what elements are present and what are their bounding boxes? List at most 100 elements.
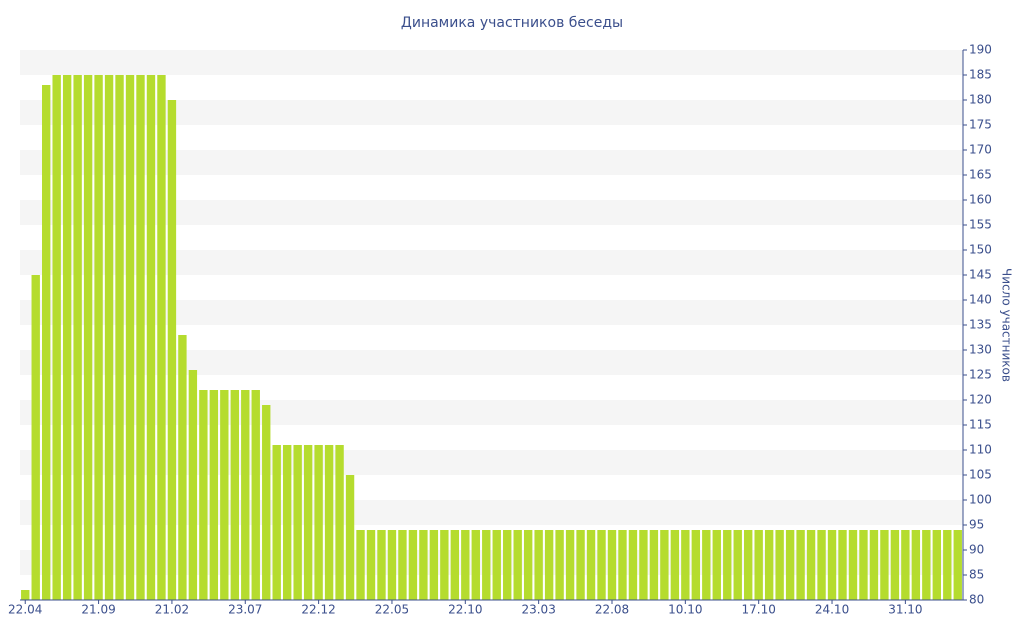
chart-title: Динамика участников беседы [401,15,623,31]
bar [73,75,82,600]
grid-band [20,550,963,575]
bar [272,445,281,600]
y-tick-label: 105 [969,468,992,482]
bar [125,75,135,600]
y-tick-label: 145 [969,268,992,282]
bar [649,530,659,600]
bar [503,530,512,600]
bar [744,530,753,600]
bar [785,530,795,600]
bar [377,530,386,600]
y-tick-label: 90 [969,543,984,557]
bar [712,530,721,600]
bar [419,530,428,600]
y-tick-label: 125 [969,368,992,382]
x-tick-label: 22.12 [301,603,335,617]
grid-band [20,300,963,325]
bar [492,530,501,600]
bar [901,530,910,600]
y-tick-label: 155 [969,218,992,232]
bar [817,530,826,600]
bar [282,445,292,600]
bar [178,335,187,600]
bar [303,445,313,600]
bar [827,530,837,600]
y-tick-label: 170 [969,143,992,157]
bar [628,530,638,600]
bar [293,445,302,600]
bar [408,530,418,600]
bar [586,530,596,600]
y-tick-label: 190 [969,43,992,57]
bar [387,530,397,600]
x-tick-label: 31.10 [888,603,922,617]
y-tick-label: 135 [969,318,992,332]
x-tick-label: 23.03 [521,603,555,617]
grid-band [20,250,963,275]
bar [607,530,617,600]
bar [838,530,847,600]
bar [618,530,627,600]
bar [94,75,103,600]
bar [335,445,344,600]
bar [220,390,229,600]
bar [115,75,124,600]
x-tick-label: 22.04 [8,603,42,617]
bar [188,370,198,600]
bar [398,530,407,600]
bar [471,530,480,600]
grid-band [20,450,963,475]
bar [356,530,365,600]
bar [440,530,449,600]
bar [555,530,564,600]
bar [869,530,879,600]
y-tick-label: 120 [969,393,992,407]
bar [922,530,931,600]
bar [943,530,952,600]
bar [345,475,355,600]
x-tick-label: 23.07 [228,603,262,617]
y-tick-label: 175 [969,118,992,132]
bar [670,530,680,600]
y-tick-label: 80 [969,593,984,607]
bar [62,75,72,600]
bar [42,85,51,600]
bar [83,75,93,600]
bar [848,530,858,600]
bar [723,530,732,600]
x-tick-label: 22.05 [375,603,409,617]
y-tick-label: 85 [969,568,984,582]
bar [880,530,889,600]
y-tick-label: 185 [969,68,992,82]
bar [691,530,701,600]
bar [702,530,711,600]
bar [230,390,239,600]
bar [639,530,648,600]
y-tick-label: 180 [969,93,992,107]
bar [324,445,334,600]
bar [953,530,962,600]
bar [21,590,30,600]
bar [429,530,439,600]
bar [209,390,219,600]
bar [31,275,40,600]
bar [52,75,61,600]
y-axis-label: Число участников [1000,268,1014,382]
x-tick-label: 10.10 [668,603,702,617]
x-tick-label: 21.02 [155,603,189,617]
x-tick-label: 22.08 [595,603,629,617]
x-tick-label: 21.09 [81,603,115,617]
bar [806,530,816,600]
grid-band [20,100,963,125]
grid-band [20,200,963,225]
bar [136,75,145,600]
x-tick-label: 17.10 [742,603,776,617]
bar [241,390,250,600]
bar [565,530,575,600]
y-tick-label: 115 [969,418,992,432]
bar [859,530,868,600]
bar [199,390,208,600]
bar [167,100,177,600]
grid-band [20,500,963,525]
x-tick-label: 22.10 [448,603,482,617]
